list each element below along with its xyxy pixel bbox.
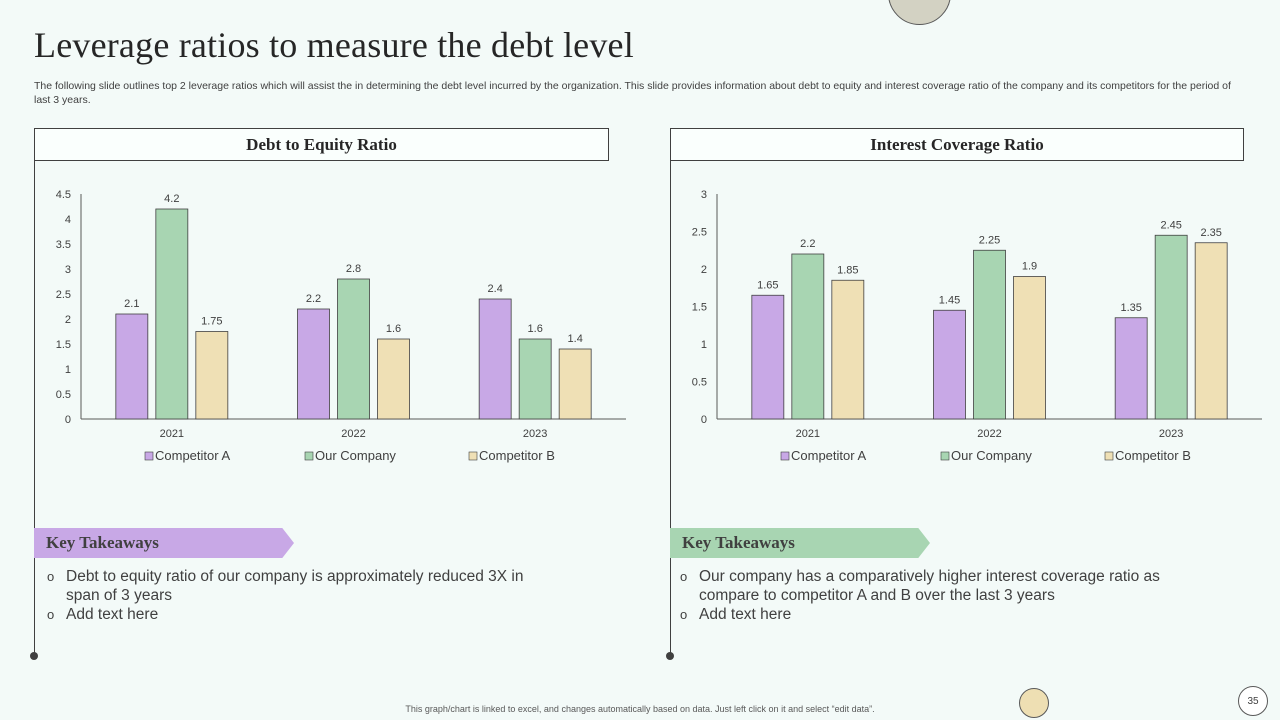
interest-coverage-chart-title[interactable]: Interest Coverage Ratio	[670, 128, 1244, 161]
data-label: 2.4	[488, 283, 503, 295]
data-label: 2.2	[306, 293, 321, 305]
data-label: 1.9	[1022, 261, 1037, 273]
data-label: 1.35	[1120, 302, 1141, 314]
key-takeaways-list-left: Debt to equity ratio of our company is a…	[34, 567, 534, 624]
data-label: 1.65	[757, 279, 778, 291]
data-label: 2.25	[979, 234, 1000, 246]
takeaway-item[interactable]: Debt to equity ratio of our company is a…	[34, 567, 534, 605]
data-label: 1.6	[528, 323, 543, 335]
decorative-circle-bottom	[1019, 688, 1049, 718]
legend-swatch	[1104, 451, 1114, 461]
x-tick-label: 2023	[523, 428, 547, 440]
y-tick-label: 0.5	[56, 389, 71, 401]
x-tick-label: 2023	[1159, 428, 1183, 440]
y-tick-label: 3	[701, 189, 707, 201]
page-number: 35	[1238, 686, 1268, 716]
legend-label: Our Company	[315, 448, 396, 463]
x-tick-label: 2021	[796, 428, 820, 440]
y-tick-label: 2.5	[692, 227, 707, 239]
y-tick-label: 0	[701, 414, 707, 426]
y-tick-label: 0.5	[692, 377, 707, 389]
data-label: 1.85	[837, 264, 858, 276]
takeaway-item[interactable]: Add text here	[667, 605, 1187, 624]
debt-equity-chart-title[interactable]: Debt to Equity Ratio	[34, 128, 609, 161]
key-takeaways-banner-left: Key Takeaways	[34, 528, 294, 558]
legend-swatch	[144, 451, 154, 461]
y-tick-label: 2	[65, 314, 71, 326]
y-tick-label: 2.5	[56, 289, 71, 301]
bar	[297, 308, 330, 420]
legend-label: Competitor B	[479, 448, 555, 463]
footnote: This graph/chart is linked to excel, and…	[405, 704, 875, 714]
data-label: 2.1	[124, 298, 139, 310]
data-label: 1.4	[568, 333, 583, 345]
bar	[558, 348, 592, 420]
legend-swatch	[780, 451, 790, 461]
y-tick-label: 1	[65, 364, 71, 376]
x-tick-label: 2022	[977, 428, 1001, 440]
interest-coverage-chart[interactable]: 0 0.5 1 1.5 2 2.5 3 1.65 2.2 1.85 2021 1.45 2.25 1.9 2…	[670, 168, 1270, 478]
key-takeaways-list-right: Our company has a comparatively higher i…	[667, 567, 1187, 624]
bar	[195, 331, 229, 420]
bar	[751, 294, 785, 420]
key-takeaways-heading-left: Key Takeaways	[46, 533, 159, 552]
x-tick-label: 2021	[160, 428, 184, 440]
data-label: 2.2	[800, 238, 815, 250]
key-takeaways-banner-right: Key Takeaways	[670, 528, 930, 558]
y-tick-label: 1.5	[56, 339, 71, 351]
data-label: 4.2	[164, 193, 179, 205]
bar	[1194, 242, 1228, 420]
takeaway-item[interactable]: Our company has a comparatively higher i…	[667, 567, 1187, 605]
page-subtitle: The following slide outlines top 2 lever…	[34, 80, 1231, 106]
legend-label: Our Company	[951, 448, 1032, 463]
data-label: 1.6	[386, 323, 401, 335]
data-label: 1.45	[939, 294, 960, 306]
legend-label: Competitor B	[1115, 448, 1191, 463]
bar	[973, 249, 1006, 420]
bar	[478, 298, 512, 420]
decorative-circle-top	[888, 0, 951, 25]
y-tick-label: 4	[65, 214, 71, 226]
right-panel-rule-dot	[666, 652, 674, 660]
data-label: 1.75	[201, 316, 222, 328]
bar	[155, 208, 189, 420]
legend-label: Competitor A	[155, 448, 230, 463]
bar	[337, 278, 370, 420]
left-panel-rule-dot	[30, 652, 38, 660]
debt-equity-chart[interactable]: 0 0.5 1 1.5 2 2.5 3 3.5 4 4.5 2.1 4.2 1.75 2021 2.2 2.8…	[34, 168, 634, 478]
legend-swatch	[468, 451, 478, 461]
y-tick-label: 1	[701, 339, 707, 351]
bar	[831, 279, 865, 420]
bar	[1114, 317, 1148, 420]
bar	[791, 253, 825, 420]
right-panel-rule	[670, 128, 671, 656]
legend-swatch	[304, 451, 314, 461]
legend-swatch	[940, 451, 950, 461]
y-tick-label: 3.5	[56, 239, 71, 251]
left-panel-rule	[34, 128, 35, 656]
takeaway-item[interactable]: Add text here	[34, 605, 534, 624]
data-label: 2.35	[1200, 227, 1221, 239]
y-tick-label: 4.5	[56, 189, 71, 201]
bar	[115, 313, 149, 420]
bar	[518, 338, 552, 420]
legend-label: Competitor A	[791, 448, 866, 463]
bar	[1154, 234, 1188, 420]
x-tick-label: 2022	[341, 428, 365, 440]
y-tick-label: 3	[65, 264, 71, 276]
bar	[933, 309, 966, 420]
key-takeaways-heading-right: Key Takeaways	[682, 533, 795, 552]
data-label: 2.8	[346, 263, 361, 275]
bar	[377, 338, 410, 420]
y-tick-label: 1.5	[692, 302, 707, 314]
y-tick-label: 0	[65, 414, 71, 426]
y-tick-label: 2	[701, 264, 707, 276]
data-label: 2.45	[1160, 219, 1181, 231]
bar	[1013, 276, 1046, 420]
page-title: Leverage ratios to measure the debt leve…	[34, 25, 634, 65]
